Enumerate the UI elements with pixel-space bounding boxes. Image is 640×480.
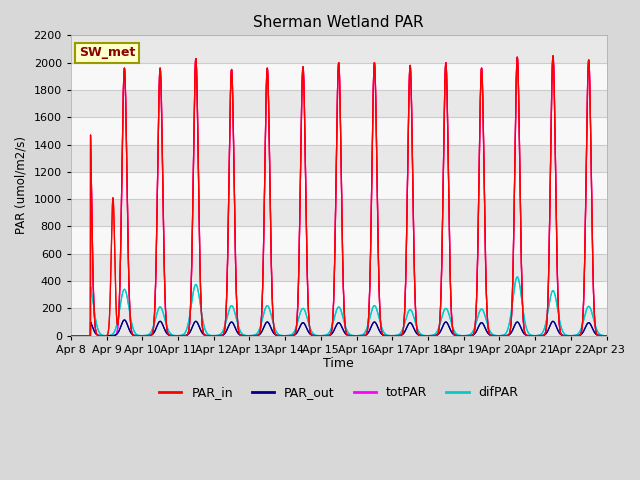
Bar [71,199,607,227]
Text: SW_met: SW_met [79,47,135,60]
Bar [71,144,607,172]
Bar [71,62,607,90]
Bar [71,36,607,62]
Bar [71,172,607,199]
Bar [71,227,607,254]
Bar [71,308,607,336]
Y-axis label: PAR (umol/m2/s): PAR (umol/m2/s) [15,136,28,235]
X-axis label: Time: Time [323,358,354,371]
Legend: PAR_in, PAR_out, totPAR, difPAR: PAR_in, PAR_out, totPAR, difPAR [154,382,524,405]
Bar [71,254,607,281]
Bar [71,90,607,117]
Bar [71,117,607,144]
Bar [71,281,607,308]
Title: Sherman Wetland PAR: Sherman Wetland PAR [253,15,424,30]
